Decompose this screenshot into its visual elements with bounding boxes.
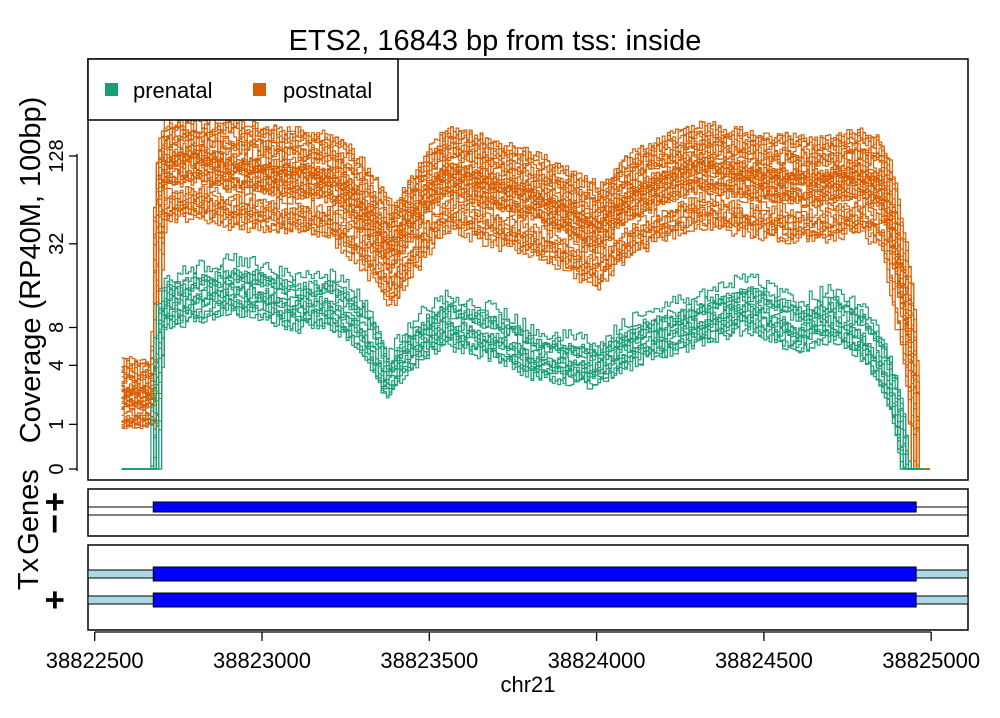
prenatal-coverage-line xyxy=(121,253,925,470)
genes-plus-strand-label: + xyxy=(36,492,74,512)
postnatal-coverage-line xyxy=(121,185,930,470)
y-tick-label: 8 xyxy=(46,322,68,333)
genes-track xyxy=(88,501,968,516)
tx-panel-frame xyxy=(87,544,969,631)
postnatal-coverage-line xyxy=(121,192,930,470)
x-tick-label: 38824500 xyxy=(715,648,813,673)
prenatal-coverage-line xyxy=(121,299,925,470)
x-tick-label: 38822500 xyxy=(46,648,144,673)
legend[interactable]: prenatal postnatal xyxy=(87,58,399,121)
transcript-exon xyxy=(152,592,917,608)
x-axis-label: chr21 xyxy=(500,672,555,697)
genes-panel-label: Genes xyxy=(13,469,45,554)
tx-plus-strand-label: + xyxy=(36,590,74,610)
coverage-plot-frame xyxy=(87,58,969,481)
legend-label-prenatal: prenatal xyxy=(133,78,213,103)
legend-box xyxy=(87,58,399,121)
y-tick-label: 0 xyxy=(46,463,68,474)
x-tick-label: 38823000 xyxy=(213,648,311,673)
postnatal-coverage-line xyxy=(121,162,930,470)
genes-minus-strand-label: − xyxy=(36,514,74,534)
postnatal-coverage-line xyxy=(121,206,930,470)
prenatal-coverage-line xyxy=(121,304,925,470)
x-axis: 38822500 38823000 38823500 38824000 38824500… xyxy=(46,631,980,673)
postnatal-coverage-line xyxy=(121,144,930,470)
prenatal-coverage-line xyxy=(121,274,925,470)
x-tick-label: 38825000 xyxy=(882,648,980,673)
coverage-lines xyxy=(121,117,930,470)
postnatal-coverage-line xyxy=(121,118,930,470)
legend-swatch-prenatal xyxy=(105,83,118,96)
prenatal-coverage-line xyxy=(121,283,925,470)
gene-exon xyxy=(152,501,917,513)
y-tick-label: 128 xyxy=(46,139,68,172)
y-tick-label: 1 xyxy=(46,419,68,430)
x-tick-label: 38824000 xyxy=(548,648,646,673)
transcript-exon xyxy=(152,566,917,582)
y-axis: 0 1 4 8 32 128 xyxy=(46,139,78,475)
legend-swatch-postnatal xyxy=(253,83,266,96)
x-tick-label: 38823500 xyxy=(380,648,478,673)
y-axis-label: Coverage (RP40M, 100bp) xyxy=(15,97,47,444)
chart-title: ETS2, 16843 bp from tss: inside xyxy=(289,25,702,57)
prenatal-coverage-line xyxy=(121,267,925,470)
genes-panel-frame xyxy=(87,488,969,537)
prenatal-coverage-line xyxy=(121,304,925,470)
postnatal-coverage-line xyxy=(121,117,930,470)
y-tick-label: 32 xyxy=(46,233,68,255)
legend-label-postnatal: postnatal xyxy=(283,78,372,103)
transcripts-track xyxy=(87,566,969,608)
y-tick-label: 4 xyxy=(46,360,68,371)
tx-panel-label: Tx xyxy=(13,557,45,590)
postnatal-coverage-line xyxy=(121,127,930,470)
